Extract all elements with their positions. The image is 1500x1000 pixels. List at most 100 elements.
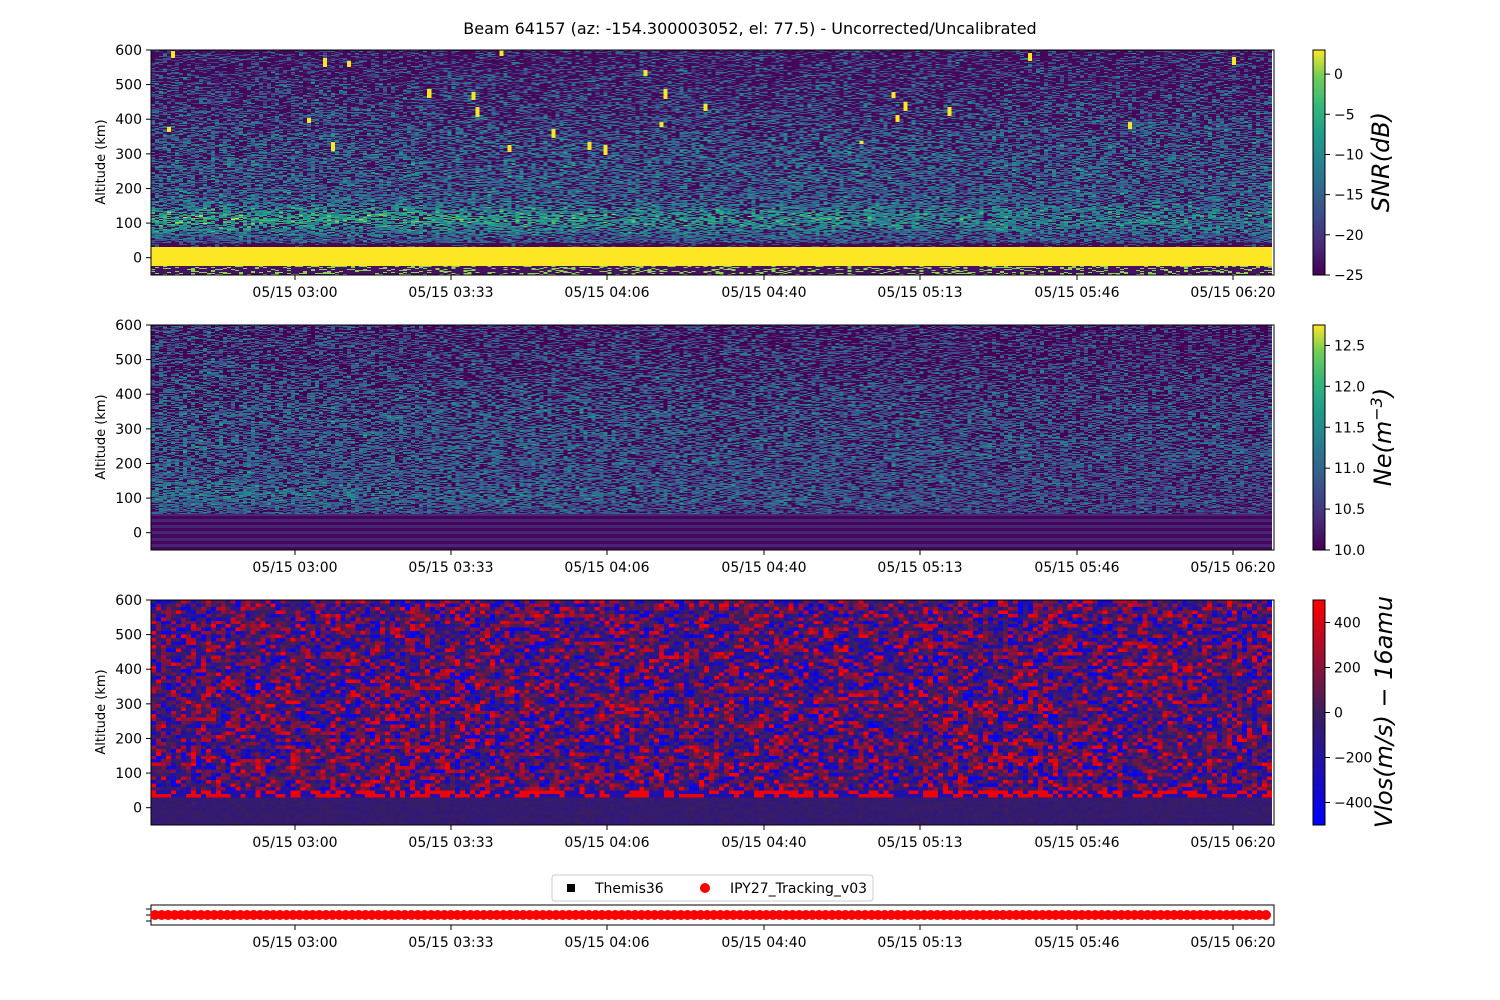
altitude-tick-label: 300 bbox=[115, 697, 142, 713]
snr-heatmap bbox=[151, 50, 1272, 275]
time-tick-label: 05/15 06:20 bbox=[1190, 285, 1275, 301]
altitude-tick-label: 200 bbox=[115, 456, 142, 472]
ne-axes-frame bbox=[150, 324, 1275, 551]
figure-title: Beam 64157 (az: -154.300003052, el: 77.5… bbox=[463, 19, 1036, 38]
colorbar-tick-label: −15 bbox=[1334, 188, 1364, 204]
colorbar-tick-label: 0 bbox=[1334, 706, 1343, 722]
altitude-tick-label: 400 bbox=[115, 112, 142, 128]
time-tick-label: 05/15 06:20 bbox=[1190, 835, 1275, 851]
time-tick-label: 05/15 05:46 bbox=[1034, 935, 1119, 951]
colorbar-tick-label: −20 bbox=[1334, 228, 1364, 244]
ne-altitude-ticks: 0 100 200 300 400 500 600 bbox=[115, 318, 151, 542]
altitude-tick-label: 100 bbox=[115, 216, 142, 232]
altitude-tick-label: 200 bbox=[115, 181, 142, 197]
snr-colorbar bbox=[1312, 49, 1326, 276]
colorbar-tick-label: −5 bbox=[1334, 107, 1355, 123]
tracking-points bbox=[150, 910, 1271, 920]
legend-ipy-label: IPY27_Tracking_v03 bbox=[730, 881, 867, 897]
vlos-altitude-ticks: 0 100 200 300 400 500 600 bbox=[115, 593, 151, 817]
colorbar-tick-label: −25 bbox=[1334, 268, 1364, 284]
vlos-colorbar-ticks: 400 200 0 −200 −400 bbox=[1325, 616, 1372, 812]
colorbar-tick-label: 11.5 bbox=[1334, 420, 1365, 436]
snr-time-ticks: 05/15 03:00 05/15 03:33 05/15 04:06 05/15 0… bbox=[252, 275, 1276, 301]
colorbar-tick-label: 0 bbox=[1334, 67, 1343, 83]
colorbar-tick-label: −200 bbox=[1334, 751, 1372, 767]
snr-altitude-ticks: 0 100 200 300 400 500 600 bbox=[115, 43, 151, 267]
colorbar-tick-label: −10 bbox=[1334, 147, 1364, 163]
time-tick-label: 05/15 03:33 bbox=[408, 285, 493, 301]
time-tick-label: 05/15 05:13 bbox=[877, 935, 962, 951]
colorbar-tick-label: 11.0 bbox=[1334, 461, 1365, 477]
vlos-colorbar bbox=[1312, 599, 1326, 826]
altitude-tick-label: 500 bbox=[115, 628, 142, 644]
altitude-tick-label: 0 bbox=[133, 801, 142, 817]
altitude-tick-label: 600 bbox=[115, 318, 142, 334]
time-tick-label: 05/15 04:40 bbox=[721, 935, 806, 951]
altitude-tick-label: 400 bbox=[115, 662, 142, 678]
time-tick-label: 05/15 05:46 bbox=[1034, 835, 1119, 851]
colorbar-tick-label: −400 bbox=[1334, 796, 1372, 812]
time-tick-label: 05/15 03:33 bbox=[408, 835, 493, 851]
time-tick-label: 05/15 05:13 bbox=[877, 285, 962, 301]
tracking-time-ticks: 05/15 03:00 05/15 03:33 05/15 04:06 05/15 0… bbox=[252, 925, 1276, 951]
ne-colorbar-label: Ne(m−3) bbox=[1367, 388, 1397, 486]
vlos-ylabel: Altitude (km) bbox=[94, 669, 109, 754]
legend-ipy-marker bbox=[700, 883, 710, 893]
legend-themis-label: Themis36 bbox=[594, 881, 664, 897]
time-tick-label: 05/15 03:33 bbox=[408, 935, 493, 951]
colorbar-tick-label: 200 bbox=[1334, 661, 1361, 677]
time-tick-label: 05/15 03:00 bbox=[252, 285, 337, 301]
altitude-tick-label: 400 bbox=[115, 387, 142, 403]
colorbar-tick-label: 12.5 bbox=[1334, 338, 1365, 354]
colorbar-tick-label: 12.0 bbox=[1334, 379, 1365, 395]
vlos-heatmap bbox=[151, 600, 1272, 825]
vlos-axes-frame bbox=[150, 599, 1275, 826]
snr-colorbar-ticks: 0 −5 −10 −15 −20 −25 bbox=[1325, 67, 1364, 284]
ne-colorbar-label-close: ) bbox=[1369, 388, 1397, 399]
altitude-tick-label: 0 bbox=[133, 526, 142, 542]
time-tick-label: 05/15 04:06 bbox=[564, 835, 649, 851]
time-tick-label: 05/15 06:20 bbox=[1190, 935, 1275, 951]
time-tick-label: 05/15 05:46 bbox=[1034, 560, 1119, 576]
altitude-tick-label: 500 bbox=[115, 353, 142, 369]
altitude-tick-label: 600 bbox=[115, 43, 142, 59]
time-tick-label: 05/15 03:00 bbox=[252, 835, 337, 851]
time-tick-label: 05/15 04:06 bbox=[564, 560, 649, 576]
vlos-time-ticks: 05/15 03:00 05/15 03:33 05/15 04:06 05/15 0… bbox=[252, 825, 1276, 851]
tracking-legend: Themis36 IPY27_Tracking_v03 bbox=[551, 874, 874, 902]
snr-axes-frame bbox=[150, 49, 1275, 276]
time-tick-label: 05/15 05:46 bbox=[1034, 285, 1119, 301]
colorbar-tick-label: 10.0 bbox=[1334, 543, 1365, 559]
snr-ylabel: Altitude (km) bbox=[94, 119, 109, 204]
altitude-tick-label: 100 bbox=[115, 766, 142, 782]
time-tick-label: 05/15 03:00 bbox=[252, 560, 337, 576]
legend-box bbox=[551, 874, 874, 902]
ne-heatmap bbox=[151, 325, 1272, 550]
ne-colorbar bbox=[1312, 324, 1326, 551]
time-tick-label: 05/15 03:33 bbox=[408, 560, 493, 576]
time-tick-label: 05/15 04:06 bbox=[564, 935, 649, 951]
snr-colorbar-label: SNR(dB) bbox=[1367, 112, 1395, 212]
altitude-tick-label: 500 bbox=[115, 78, 142, 94]
tracking-panel: Themis36 IPY27_Tracking_v03 05/15 03:00 0… bbox=[146, 874, 1276, 951]
ne-ylabel: Altitude (km) bbox=[94, 394, 109, 479]
time-tick-label: 05/15 04:06 bbox=[564, 285, 649, 301]
ne-time-ticks: 05/15 03:00 05/15 03:33 05/15 04:06 05/15 0… bbox=[252, 550, 1276, 576]
colorbar-tick-label: 10.5 bbox=[1334, 502, 1365, 518]
altitude-tick-label: 300 bbox=[115, 147, 142, 163]
time-tick-label: 05/15 04:40 bbox=[721, 560, 806, 576]
ne-colorbar-label-exp: −3 bbox=[1367, 397, 1386, 421]
altitude-tick-label: 600 bbox=[115, 593, 142, 609]
altitude-tick-label: 300 bbox=[115, 422, 142, 438]
legend-themis-marker bbox=[567, 884, 575, 892]
colorbar-tick-label: 400 bbox=[1334, 616, 1361, 632]
time-tick-label: 05/15 04:40 bbox=[721, 285, 806, 301]
ne-colorbar-label-base: Ne(m bbox=[1369, 421, 1397, 486]
altitude-tick-label: 200 bbox=[115, 731, 142, 747]
tracking-point bbox=[1261, 910, 1271, 920]
altitude-tick-label: 0 bbox=[133, 251, 142, 267]
